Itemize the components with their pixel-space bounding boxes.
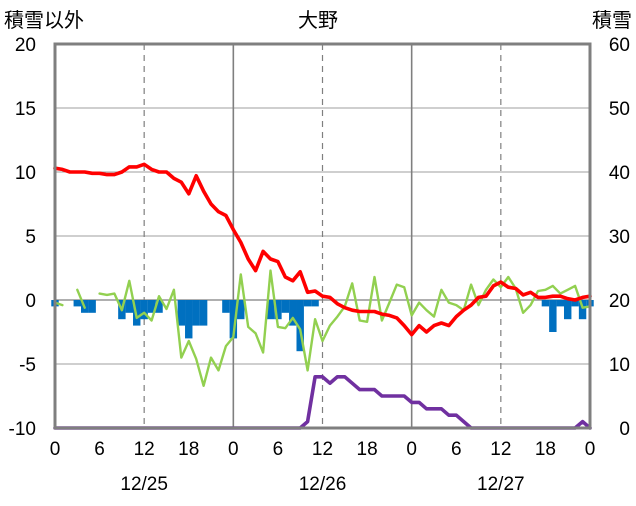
hour-tick-label: 6 [451, 439, 462, 460]
snow-change-bar [303, 300, 312, 307]
snow-change-bar [229, 300, 238, 339]
left-tick-label: -5 [19, 355, 36, 376]
snow-change-bar [549, 300, 557, 332]
snow-change-bar [192, 300, 200, 326]
left-tick-label: 15 [15, 99, 36, 120]
date-label: 12/25 [120, 474, 168, 495]
hour-tick-label: 12 [134, 439, 155, 460]
snow-change-bar [556, 300, 564, 307]
hour-tick-label: 12 [312, 439, 333, 460]
snow-change-bar [237, 300, 245, 320]
snow-change-bar [274, 300, 282, 320]
right-tick-label: 30 [609, 227, 630, 248]
hour-tick-label: 18 [357, 439, 378, 460]
right-tick-label: 50 [609, 99, 630, 120]
date-label: 12/26 [299, 474, 347, 495]
snow-change-bar [88, 300, 96, 313]
snow-change-bar [140, 300, 148, 320]
right-tick-label: 40 [609, 163, 630, 184]
right-tick-label: 10 [609, 355, 630, 376]
snow-change-bar [73, 300, 82, 307]
snow-change-bar [296, 300, 304, 352]
hour-tick-label: 0 [228, 439, 239, 460]
plot-border [53, 42, 592, 430]
snow-change-bar [541, 300, 550, 307]
date-label: 12/27 [477, 474, 525, 495]
left-tick-label: 0 [25, 291, 36, 312]
snow-change-bar [578, 300, 587, 320]
left-tick-label: 20 [15, 35, 36, 56]
snow-change-bar [571, 300, 579, 307]
left-axis-label: 積雪以外 [4, 9, 84, 32]
hour-tick-label: 0 [406, 439, 417, 460]
right-tick-label: 0 [619, 419, 630, 440]
right-axis-label: 積雪 [592, 9, 632, 32]
snow-change-bar [266, 300, 275, 320]
left-tick-label: -10 [9, 419, 36, 440]
plot-frame [53, 42, 592, 430]
snow-change-bar [281, 300, 290, 313]
left-tick-label: 10 [15, 163, 36, 184]
right-tick-label: 60 [609, 35, 630, 56]
chart-title: 大野 [298, 9, 338, 32]
green-series-line [76, 288, 86, 309]
snow-change-bar [311, 300, 319, 307]
hour-tick-label: 0 [50, 439, 61, 460]
hour-tick-label: 0 [585, 439, 596, 460]
hour-tick-label: 18 [178, 439, 199, 460]
snow-change-bar [155, 300, 163, 313]
snow-change-bar [563, 300, 572, 320]
hour-tick-label: 12 [490, 439, 511, 460]
left-tick-label: 5 [25, 227, 36, 248]
snow-change-bar [222, 300, 230, 313]
temperature-line [53, 162, 592, 337]
snow-change-bar [147, 300, 156, 313]
hour-tick-label: 6 [273, 439, 284, 460]
snow-change-bar [199, 300, 208, 326]
hour-tick-label: 6 [94, 439, 105, 460]
snow-change-bar [125, 300, 134, 313]
snow-change-bar [289, 300, 297, 326]
snow-change-bar [185, 300, 193, 339]
right-tick-label: 20 [609, 291, 630, 312]
hour-tick-label: 18 [535, 439, 556, 460]
snow-change-bar [177, 300, 186, 326]
grid-layer [55, 44, 590, 428]
